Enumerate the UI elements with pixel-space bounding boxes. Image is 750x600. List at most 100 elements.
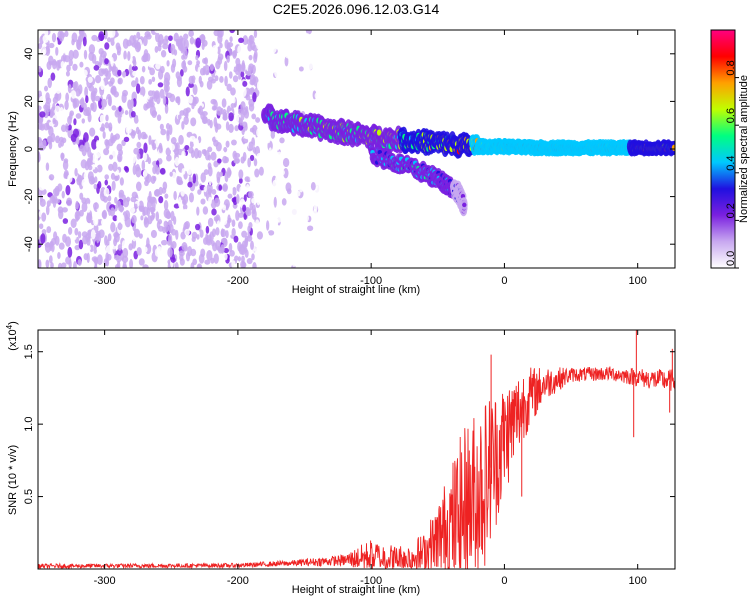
heatmap-noise-blob bbox=[291, 76, 298, 85]
heatmap-noise-blob bbox=[98, 47, 104, 55]
heatmap-noise-blob bbox=[86, 213, 92, 224]
heatmap-noise-blob bbox=[306, 71, 311, 81]
heatmap-noise-blob bbox=[231, 227, 236, 237]
heatmap-noise-blob bbox=[64, 30, 69, 38]
heatmap-noise-blob bbox=[54, 235, 60, 246]
heatmap-noise-blob bbox=[115, 42, 121, 51]
heatmap-noise-blob bbox=[181, 150, 186, 159]
heatmap-noise-blob bbox=[181, 54, 185, 60]
heatmap-noise-blob bbox=[300, 88, 307, 95]
heatmap-noise-blob bbox=[41, 212, 47, 222]
heatmap-noise-blob bbox=[89, 244, 94, 253]
heatmap-noise-blob bbox=[96, 164, 103, 173]
heatmap-noise-blob bbox=[83, 171, 90, 182]
heatmap-noise-blob bbox=[189, 140, 194, 148]
heatmap-noise-blob bbox=[238, 221, 243, 230]
heatmap-noise-blob bbox=[150, 214, 155, 221]
heatmap-noise-blob bbox=[299, 168, 306, 179]
heatmap-noise-blob bbox=[83, 253, 89, 261]
heatmap-noise-blob bbox=[300, 239, 307, 247]
heatmap-noise-blob bbox=[294, 190, 301, 197]
heatmap-noise-blob bbox=[81, 231, 88, 238]
x-tick-label: -100 bbox=[360, 575, 382, 587]
heatmap-noise-blob bbox=[117, 78, 122, 85]
y-tick-label: 40 bbox=[23, 48, 35, 60]
heatmap-noise-blob bbox=[178, 134, 184, 145]
heatmap-noise-blob bbox=[310, 181, 316, 191]
heatmap-noise-blob bbox=[136, 152, 141, 160]
heatmap-noise-blob bbox=[241, 255, 245, 263]
heatmap-noise-blob bbox=[192, 97, 197, 107]
heatmap-noise-blob bbox=[215, 132, 219, 141]
heatmap-noise-blob bbox=[117, 244, 123, 251]
heatmap-noise-blob bbox=[93, 216, 99, 226]
heatmap-noise-blob bbox=[229, 30, 236, 34]
heatmap-noise-blob bbox=[228, 112, 234, 122]
heatmap-noise-blob bbox=[310, 167, 314, 173]
heatmap-noise-blob bbox=[240, 156, 245, 164]
heatmap-noise-blob bbox=[190, 117, 197, 127]
heatmap-noise-blob bbox=[264, 50, 269, 57]
heatmap-noise-blob bbox=[133, 39, 139, 50]
heatmap-noise-blob bbox=[261, 217, 267, 227]
heatmap-noise-blob bbox=[91, 54, 97, 64]
heatmap-noise-blob bbox=[80, 159, 88, 169]
heatmap-noise-blob bbox=[180, 231, 186, 240]
heatmap-noise-blob bbox=[38, 184, 46, 191]
heatmap-noise-blob bbox=[61, 44, 68, 53]
heatmap-noise-blob bbox=[45, 92, 50, 102]
heatmap-noise-blob bbox=[157, 69, 164, 80]
heatmap-noise-blob bbox=[203, 57, 209, 65]
heatmap-noise-blob bbox=[206, 183, 213, 194]
heatmap-noise-blob bbox=[156, 220, 161, 230]
heatmap-noise-blob bbox=[110, 132, 114, 144]
heatmap-noise-blob bbox=[97, 248, 102, 256]
heatmap-noise-blob bbox=[68, 226, 73, 235]
heatmap-noise-blob bbox=[300, 101, 305, 112]
heatmap-noise-blob bbox=[268, 209, 275, 221]
heatmap-noise-blob bbox=[158, 186, 163, 196]
heatmap-noise-blob bbox=[197, 66, 202, 77]
heatmap-noise-blob bbox=[313, 30, 320, 36]
heatmap-noise-blob bbox=[185, 111, 189, 119]
heatmap-noise-blob bbox=[188, 214, 193, 223]
heatmap-noise-blob bbox=[279, 137, 285, 144]
heatmap-noise-blob bbox=[126, 196, 131, 203]
heatmap-noise-blob bbox=[283, 235, 290, 246]
heatmap-noise-blob bbox=[266, 88, 273, 98]
heatmap-noise-blob bbox=[210, 151, 217, 161]
heatmap-noise-blob bbox=[182, 65, 188, 73]
heatmap-noise-blob bbox=[213, 216, 219, 222]
heatmap-noise-blob bbox=[232, 75, 239, 83]
heatmap-noise-blob bbox=[93, 263, 98, 268]
heatmap-noise-blob bbox=[213, 253, 219, 264]
heatmap-noise-blob bbox=[42, 34, 49, 43]
heatmap-noise-blob bbox=[273, 84, 279, 91]
heatmap-noise-blob bbox=[86, 157, 92, 167]
heatmap-noise-blob bbox=[291, 167, 297, 175]
heatmap-noise-blob bbox=[275, 143, 280, 151]
heatmap-noise-blob bbox=[249, 154, 255, 161]
heatmap-noise-blob bbox=[314, 185, 321, 196]
heatmap-noise-blob bbox=[253, 30, 258, 39]
heatmap-noise-blob bbox=[61, 207, 68, 213]
heatmap-noise-blob bbox=[179, 258, 185, 266]
heatmap-noise-blob bbox=[220, 228, 227, 238]
heatmap-noise-blob bbox=[52, 102, 56, 111]
heatmap-noise-blob bbox=[50, 162, 57, 169]
heatmap-noise-blob bbox=[95, 140, 100, 149]
heatmap-noise-blob bbox=[295, 33, 303, 45]
heatmap-noise-blob bbox=[104, 42, 110, 50]
heatmap-noise-blob bbox=[266, 61, 272, 71]
heatmap-noise-blob bbox=[183, 33, 189, 40]
heatmap-noise-blob bbox=[153, 93, 158, 103]
heatmap-noise-blob bbox=[93, 65, 100, 71]
heatmap-noise-blob bbox=[281, 72, 286, 83]
ridge-core bbox=[376, 129, 382, 136]
heatmap-noise-blob bbox=[72, 49, 79, 59]
heatmap-noise-blob bbox=[266, 136, 271, 144]
heatmap-noise-blob bbox=[184, 220, 190, 230]
heatmap-noise-blob bbox=[75, 200, 79, 210]
heatmap-noise-blob bbox=[80, 97, 85, 108]
heatmap-noise-blob bbox=[65, 123, 69, 133]
